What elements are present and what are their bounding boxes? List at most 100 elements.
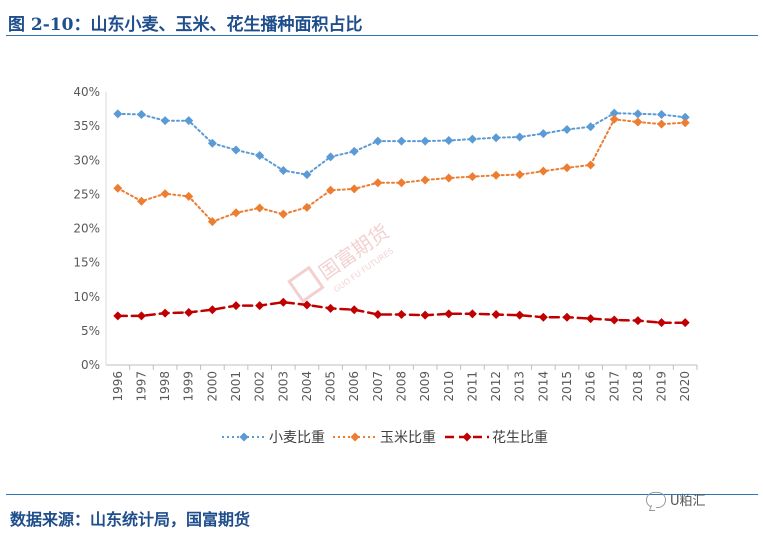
data-point-marker (491, 133, 501, 143)
data-point-marker (562, 312, 572, 322)
data-point-marker (184, 116, 194, 126)
data-point-marker (515, 132, 525, 142)
x-tick-label: 2008 (395, 371, 409, 402)
data-point-marker (136, 311, 146, 321)
legend-swatch-marker (239, 432, 249, 442)
data-point-marker (231, 208, 241, 218)
data-point-marker (609, 315, 619, 325)
x-tick-label: 2016 (584, 371, 598, 402)
data-point-marker (491, 170, 501, 180)
data-point-marker (657, 110, 667, 120)
data-point-marker (302, 202, 312, 212)
x-tick-label: 2001 (229, 371, 243, 402)
data-point-marker (538, 312, 548, 322)
data-point-marker (538, 129, 548, 139)
data-point-marker (349, 184, 359, 194)
title-divider (6, 35, 758, 36)
chart-axes: 0% 5% 10% 15% 20% 25% 30% 35% 40% 1996 1997 1998 199… (73, 85, 698, 402)
data-point-marker (420, 310, 430, 320)
data-point-marker (326, 152, 336, 162)
data-point-marker (184, 307, 194, 317)
data-point-marker (373, 178, 383, 188)
y-tick-label: 35% (73, 119, 100, 133)
data-point-marker (562, 125, 572, 135)
data-point-marker (586, 314, 596, 324)
data-point-marker (278, 165, 288, 175)
data-point-marker (160, 308, 170, 318)
y-tick-label: 30% (73, 153, 100, 167)
data-point-marker (491, 309, 501, 319)
logo-watermark: 国富期货 GUO FU FUTURES (287, 219, 395, 304)
data-point-marker (633, 117, 643, 127)
data-point-marker (326, 185, 336, 195)
data-point-marker (609, 108, 619, 118)
data-point-marker (207, 138, 217, 148)
data-point-marker (255, 150, 265, 160)
data-point-marker (278, 297, 288, 307)
y-tick-label: 0% (81, 358, 100, 372)
x-tick-label: 2014 (536, 371, 550, 402)
data-point-marker (207, 305, 217, 315)
data-point-marker (609, 114, 619, 124)
data-point-marker (302, 170, 312, 180)
wechat-badge: U粕汇 (646, 490, 706, 509)
data-point-marker (657, 119, 667, 129)
x-tick-label: 2003 (276, 371, 290, 402)
data-point-marker (420, 175, 430, 185)
legend-label: 小麦比重 (269, 430, 325, 446)
x-tick-label: 2012 (489, 371, 503, 402)
figure-title: 图 2-10：山东小麦、玉米、花生播种面积占比 (8, 15, 363, 35)
data-point-marker (586, 122, 596, 132)
series-layer (113, 108, 690, 328)
wechat-icon (646, 491, 666, 508)
data-point-marker (467, 172, 477, 182)
data-point-marker (207, 217, 217, 227)
x-tick-label: 2006 (347, 371, 361, 402)
data-point-marker (397, 136, 406, 146)
data-point-marker (349, 305, 359, 315)
x-tick-label: 2004 (300, 371, 314, 402)
data-point-marker (136, 196, 146, 206)
y-tick-label: 10% (73, 290, 100, 304)
data-point-marker (633, 109, 643, 119)
data-point-marker (420, 136, 430, 146)
y-tick-label: 40% (73, 85, 100, 99)
data-point-marker (160, 189, 170, 199)
data-point-marker (113, 311, 123, 321)
data-point-marker (444, 309, 454, 319)
data-point-marker (680, 112, 690, 122)
data-point-marker (680, 318, 690, 328)
data-point-marker (633, 316, 643, 326)
data-point-marker (373, 309, 383, 319)
data-point-marker (444, 173, 454, 183)
data-point-marker (184, 191, 194, 201)
data-point-marker (467, 134, 477, 144)
legend-label: 玉米比重 (380, 430, 436, 446)
x-tick-label: 2013 (513, 371, 527, 402)
data-point-marker (349, 146, 359, 156)
data-point-marker (538, 166, 548, 176)
data-point-marker (586, 160, 596, 170)
x-tick-label: 2018 (631, 371, 645, 402)
data-point-marker (113, 183, 123, 193)
x-tick-label: 2010 (442, 371, 456, 402)
x-tick-label: 1997 (134, 371, 148, 402)
x-tick-label: 2005 (324, 371, 338, 402)
data-point-marker (680, 118, 690, 128)
wechat-badge-label: U粕汇 (670, 494, 706, 509)
x-tick-label: 2019 (655, 371, 669, 402)
source-divider (6, 494, 758, 495)
x-tick-label: 2015 (560, 371, 574, 402)
data-point-marker (515, 170, 525, 180)
data-point-marker (278, 209, 288, 219)
x-tick-label: 1996 (111, 371, 125, 402)
legend-swatch-marker (350, 432, 360, 442)
data-point-marker (397, 178, 406, 188)
data-point-marker (467, 309, 477, 319)
source-note: 数据来源：山东统计局，国富期货 (10, 510, 251, 529)
legend-label: 花生比重 (492, 430, 548, 446)
data-point-marker (231, 145, 241, 155)
x-tick-label: 2002 (253, 371, 267, 402)
chart-legend: 小麦比重 玉米比重 花生比重 (222, 430, 548, 446)
